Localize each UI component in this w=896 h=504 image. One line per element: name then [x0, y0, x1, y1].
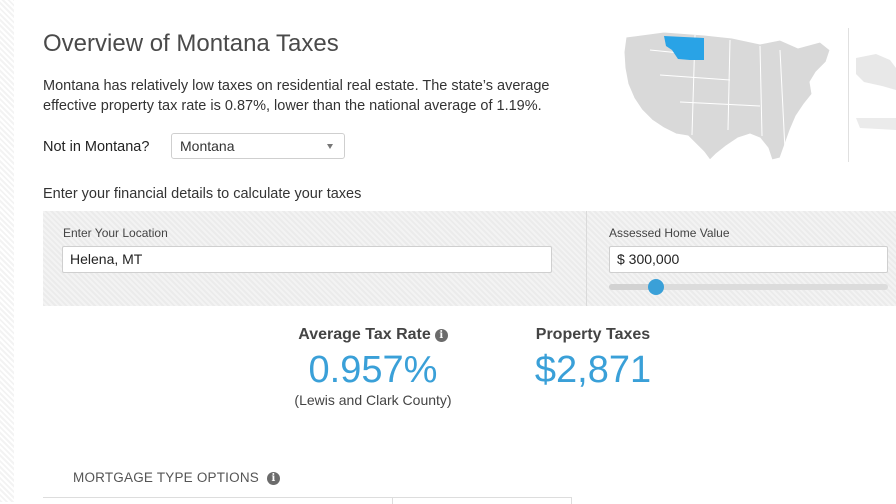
state-dropdown[interactable]: Montana: [171, 133, 345, 159]
mortgage-option-box[interactable]: [392, 497, 572, 504]
mortgage-options-heading: MORTGAGE TYPE OPTIONS i: [73, 470, 280, 485]
property-taxes-label: Property Taxes: [535, 326, 651, 343]
state-selector-label: Not in Montana?: [43, 139, 150, 155]
montana-highlight: [664, 36, 704, 60]
home-value-slider-thumb[interactable]: [648, 279, 665, 295]
state-selector-row: Not in Montana? Montana: [43, 133, 345, 161]
location-input[interactable]: Helena, MT: [62, 246, 552, 273]
property-taxes-value: $2,871: [534, 349, 652, 391]
mortgage-options-label: MORTGAGE TYPE OPTIONS: [73, 470, 259, 485]
tax-rate-county: (Lewis and Clark County): [294, 392, 452, 408]
panel-divider: [586, 211, 587, 306]
home-value-slider[interactable]: [609, 279, 888, 295]
tax-rate-result: Average Tax Rate i 0.957% (Lewis and Clar…: [270, 326, 476, 408]
property-taxes-result: Property Taxes $2,871: [512, 326, 674, 392]
page-title: Overview of Montana Taxes: [43, 30, 339, 57]
info-icon[interactable]: i: [434, 329, 448, 342]
chevron-down-icon: [327, 144, 333, 149]
intro-text: Montana has relatively low taxes on resi…: [43, 78, 550, 114]
us-map-icon: [623, 28, 896, 162]
alaska-shape: [856, 54, 896, 90]
tax-rate-heading: Average Tax Rate i: [270, 326, 476, 344]
tax-rate-label: Average Tax Rate: [298, 326, 431, 343]
us-map-land: [623, 31, 831, 161]
left-edge-decoration: [0, 0, 14, 502]
home-value-slider-fill: [609, 284, 657, 290]
state-dropdown-value: Montana: [180, 138, 235, 154]
location-label: Enter Your Location: [63, 226, 168, 240]
section-divider: [43, 497, 570, 498]
calculator-subhead: Enter your financial details to calculat…: [43, 186, 362, 202]
home-value-input[interactable]: $ 300,000: [609, 246, 888, 273]
hawaii-shape: [856, 118, 896, 130]
home-value-label: Assessed Home Value: [609, 226, 730, 240]
tax-rate-value: 0.957%: [308, 349, 438, 391]
map-divider: [848, 28, 849, 162]
us-map-inner-borders: [649, 34, 786, 151]
info-icon[interactable]: i: [266, 472, 280, 485]
